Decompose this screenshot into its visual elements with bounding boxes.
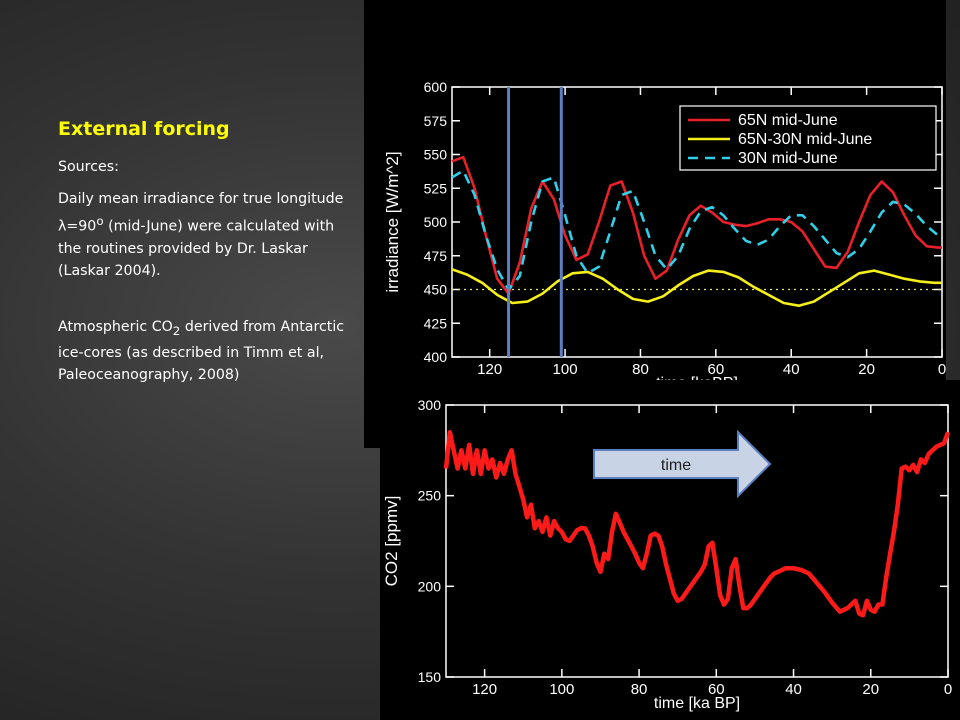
irr-x-tick-label: 0 [938, 361, 946, 378]
co2-series-line [443, 429, 951, 618]
irr-y-tick-label: 400 [424, 349, 448, 365]
co2-subscript: 2 [172, 323, 181, 338]
irradiance-source-post: (mid-June) were calculated with the rout… [58, 218, 335, 279]
irradiance-chart-svg: 120 100 80 60 40 20 0 400 425 450 475 500 525 550 575 6… [383, 79, 946, 392]
irradiance-source-text: Daily mean irradiance for true longitude… [58, 188, 348, 282]
irr-y-axis-label: irradiance [W/m^2] [383, 151, 402, 292]
time-arrow [593, 429, 772, 499]
irr-y-tick-label: 600 [424, 79, 448, 95]
co2-chart: 120 100 80 60 40 20 0 150 200 250 300 time [ka BP] C… [380, 380, 960, 720]
co2-x-tick-label: 100 [549, 681, 574, 698]
series-30n-line [451, 169, 943, 291]
irr-y-tick-label: 575 [424, 113, 448, 129]
co2-y-tick-label: 250 [418, 488, 442, 504]
co2-x-tick-label: 40 [785, 681, 802, 698]
co2-x-tick-label: 0 [944, 681, 952, 698]
time-arrow-label: time [661, 457, 691, 474]
irr-x-tick-label: 40 [783, 361, 800, 378]
co2-x-tick-label: 80 [631, 681, 648, 698]
legend-entry: 65N mid-June [738, 112, 838, 129]
series-65n-30n-line [451, 268, 942, 307]
irr-y-tick-label: 475 [424, 248, 448, 264]
series-65n-line [451, 155, 942, 295]
legend-entry: 65N-30N mid-June [738, 131, 872, 148]
co2-source-pre: Atmospheric CO [58, 318, 173, 335]
co2-source-text: Atmospheric CO2 derived from Antarctic i… [58, 316, 348, 386]
irradiance-chart: 120 100 80 60 40 20 0 400 425 450 475 500 525 550 575 6… [364, 0, 946, 448]
irr-x-tick-label: 20 [858, 361, 875, 378]
irr-x-tick-label: 80 [632, 361, 649, 378]
irr-y-tick-label: 550 [424, 147, 448, 163]
irradiance-source-pre: Daily mean irradiance for true longitude… [58, 191, 344, 235]
co2-source-post: derived from Antarctic ice-cores (as des… [58, 318, 345, 383]
legend-entry: 30N mid-June [738, 150, 838, 167]
irr-y-tick-label: 525 [424, 180, 448, 196]
co2-x-tick-label: 120 [472, 681, 497, 698]
irr-x-tick-label: 60 [708, 361, 725, 378]
irr-y-tick-label: 500 [424, 214, 448, 230]
slide-title: External forcing [58, 118, 230, 140]
text-panel: External forcing Sources: Daily mean irr… [58, 118, 348, 396]
co2-x-tick-label: 20 [862, 681, 879, 698]
irr-y-tick-label: 450 [424, 282, 448, 298]
co2-y-axis-label: CO2 [ppmv] [382, 496, 401, 587]
irr-y-tick-label: 425 [424, 315, 448, 331]
co2-x-tick-label: 60 [708, 681, 725, 698]
co2-y-tick-label: 150 [418, 669, 442, 685]
co2-y-tick-label: 200 [418, 578, 442, 594]
co2-y-tick-label: 300 [418, 397, 442, 413]
irr-x-tick-label: 120 [477, 361, 502, 378]
co2-plot-frame [445, 404, 949, 678]
irr-x-tick-label: 100 [553, 361, 578, 378]
degree-superscript: o [96, 214, 104, 228]
sources-label: Sources: [58, 159, 119, 175]
co2-x-axis-label: time [ka BP] [654, 695, 740, 712]
